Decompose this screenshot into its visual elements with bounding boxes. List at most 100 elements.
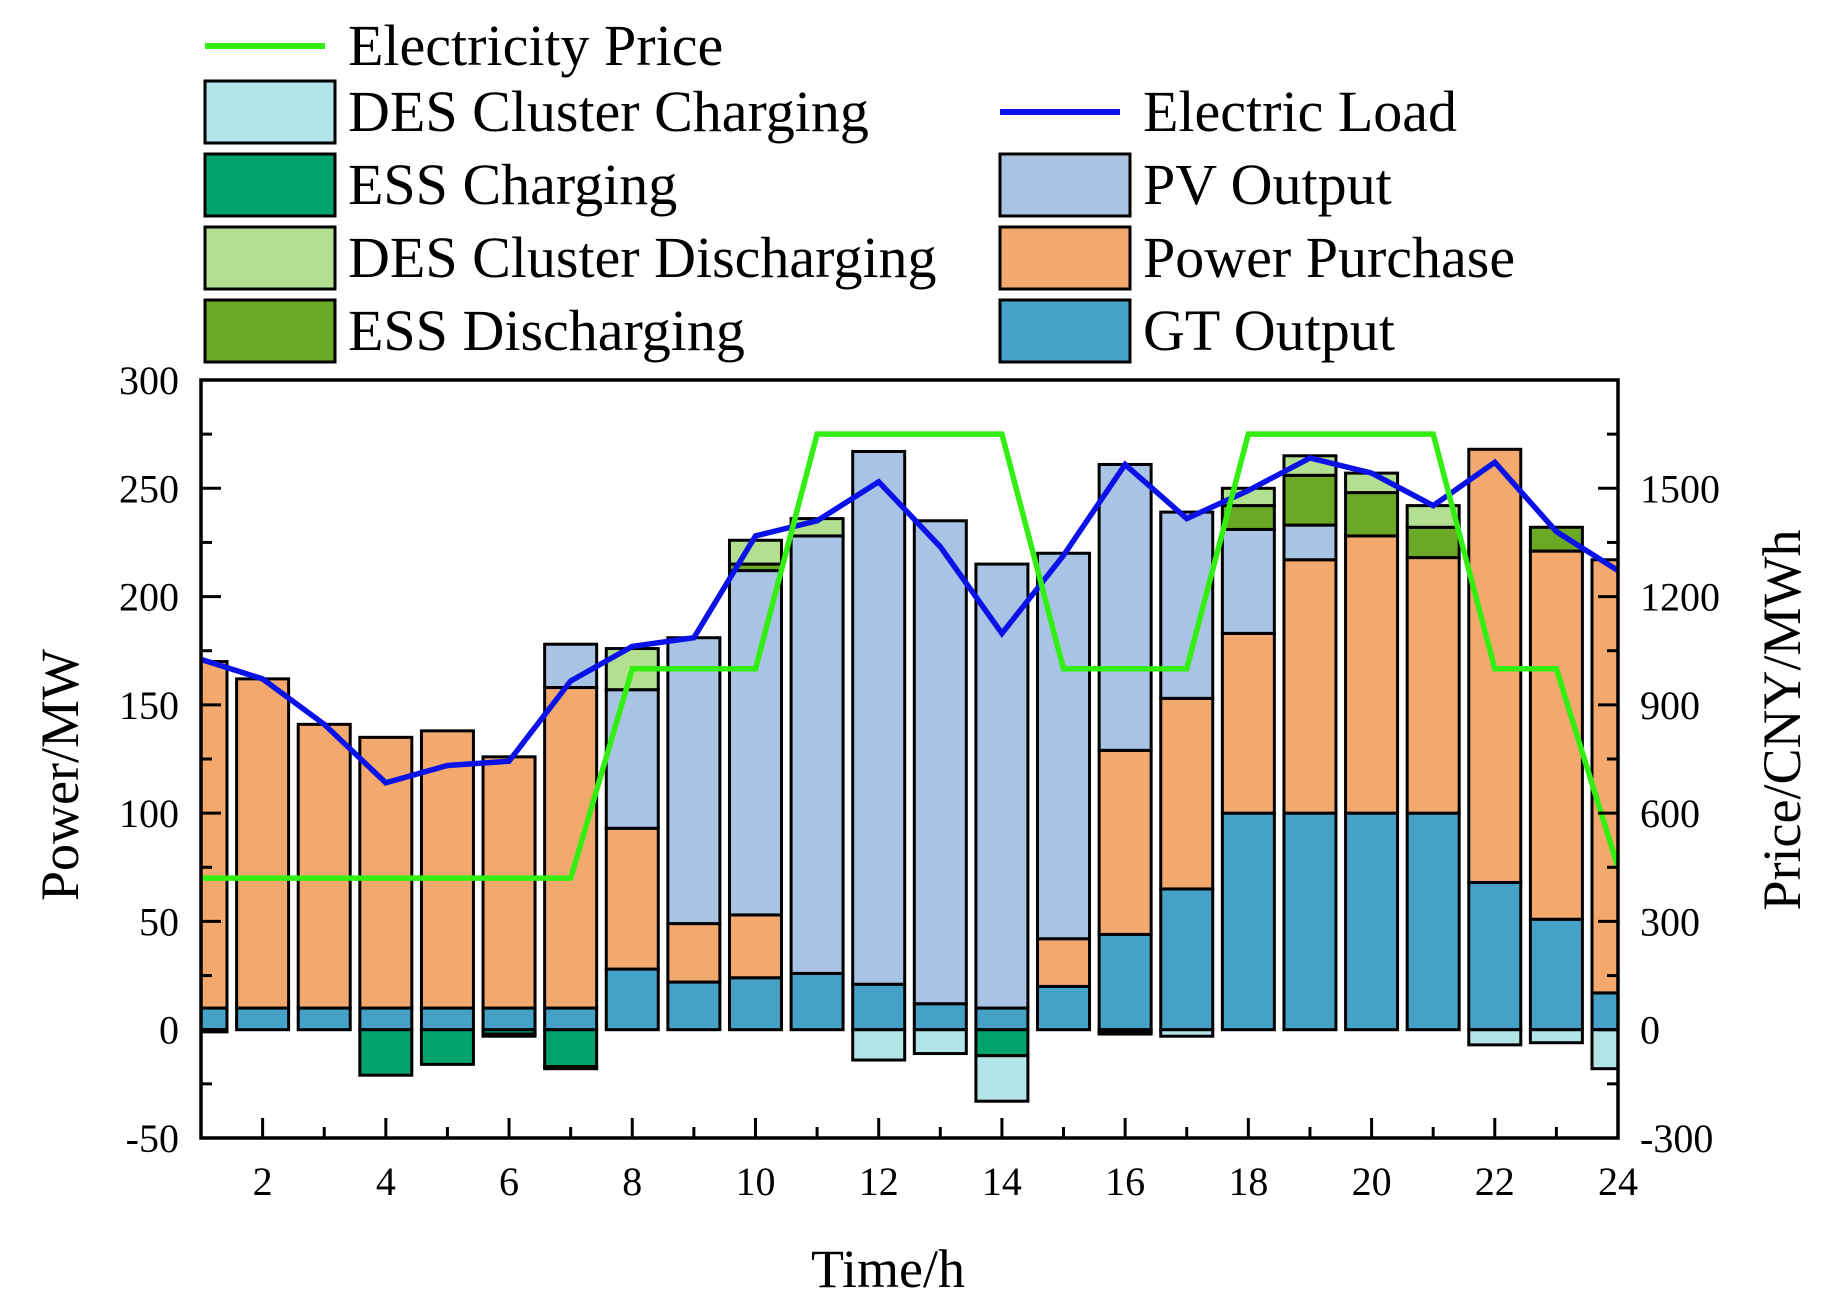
bar-power-purchase-19 bbox=[1282, 558, 1338, 815]
bar-power-purchase-8 bbox=[604, 826, 660, 971]
bar-gt-output-10 bbox=[727, 976, 783, 1032]
bar-power-purchase-7 bbox=[543, 686, 599, 1010]
legend-label-des-cluster-charging: DES Cluster Charging bbox=[348, 79, 869, 144]
bar-des-cluster-charging-22 bbox=[1467, 1028, 1523, 1047]
bar-power-purchase-16 bbox=[1097, 748, 1153, 936]
bar-des-cluster-charging-16 bbox=[1097, 1030, 1153, 1036]
bar-gt-output-19 bbox=[1282, 811, 1338, 1032]
y-tick-label-4: 150 bbox=[119, 683, 179, 728]
bar-power-purchase-23 bbox=[1528, 549, 1584, 921]
x-tick-label-24: 24 bbox=[1598, 1159, 1638, 1204]
bar-des-cluster-charging-14 bbox=[974, 1054, 1030, 1103]
x-tick-label-6: 6 bbox=[499, 1159, 519, 1204]
y2-tick-label-3: 600 bbox=[1640, 791, 1700, 836]
y-tick-label-1: 0 bbox=[159, 1008, 179, 1053]
legend-entry-pv-output: PV Output bbox=[998, 152, 1392, 218]
bar-pv-output-14 bbox=[974, 562, 1030, 1010]
bar-pv-output-18 bbox=[1220, 527, 1276, 635]
legend-swatch-des-cluster-discharging bbox=[203, 225, 337, 291]
x-tick-label-12: 12 bbox=[859, 1159, 899, 1204]
bar-power-purchase-5 bbox=[419, 729, 475, 1010]
legend-label-des-cluster-discharging: DES Cluster Discharging bbox=[348, 225, 937, 290]
bar-pv-output-16 bbox=[1097, 462, 1153, 752]
bar-des-cluster-charging-17 bbox=[1159, 1028, 1215, 1038]
bar-pv-output-13 bbox=[912, 519, 968, 1006]
y2-tick-label-5: 1200 bbox=[1640, 575, 1720, 620]
bar-des-cluster-charging-7 bbox=[543, 1065, 599, 1071]
legend-label-power-purchase: Power Purchase bbox=[1143, 225, 1515, 290]
y-tick-label-5: 200 bbox=[119, 575, 179, 620]
legend-swatch-power-purchase bbox=[998, 225, 1132, 291]
bar-power-purchase-21 bbox=[1405, 556, 1461, 815]
y-tick-label-0: -50 bbox=[126, 1116, 179, 1161]
bar-des-cluster-charging-13 bbox=[912, 1028, 968, 1056]
bar-gt-output-6 bbox=[481, 1006, 537, 1032]
x-tick-label-22: 22 bbox=[1475, 1159, 1515, 1204]
bar-pv-output-9 bbox=[666, 636, 722, 926]
bar-gt-output-21 bbox=[1405, 811, 1461, 1032]
bar-ess-charging-7 bbox=[543, 1028, 599, 1069]
bar-gt-output-22 bbox=[1467, 880, 1523, 1032]
bar-gt-output-5 bbox=[419, 1006, 475, 1032]
bar-pv-output-19 bbox=[1282, 523, 1338, 562]
legend-swatch-ess-charging bbox=[203, 152, 337, 218]
bar-gt-output-3 bbox=[296, 1006, 352, 1032]
bar-des-cluster-charging-23 bbox=[1528, 1028, 1584, 1045]
bar-ess-discharging-21 bbox=[1405, 525, 1461, 560]
x-tick-label-10: 10 bbox=[735, 1159, 775, 1204]
bar-gt-output-18 bbox=[1220, 811, 1276, 1032]
bar-power-purchase-20 bbox=[1344, 534, 1400, 815]
legend-swatch-gt-output bbox=[998, 298, 1132, 364]
legend-label-ess-charging: ESS Charging bbox=[348, 152, 677, 217]
legend-label-electric-load: Electric Load bbox=[1143, 79, 1457, 144]
bar-pv-output-15 bbox=[1036, 551, 1092, 941]
bar-gt-output-23 bbox=[1528, 917, 1584, 1032]
bar-power-purchase-9 bbox=[666, 922, 722, 984]
legend-swatch-ess-discharging bbox=[203, 298, 337, 364]
y2-tick-label-4: 900 bbox=[1640, 683, 1700, 728]
x-tick-label-18: 18 bbox=[1228, 1159, 1268, 1204]
bar-gt-output-13 bbox=[912, 1002, 968, 1032]
y-tick-label-2: 50 bbox=[139, 899, 179, 944]
bar-gt-output-2 bbox=[235, 1006, 291, 1032]
legend-swatch-des-cluster-charging bbox=[203, 79, 337, 145]
bar-gt-output-20 bbox=[1344, 811, 1400, 1032]
axes: 2 4 6 8 10 12 14 16 18 20 22 24-5005010015020025030… bbox=[119, 358, 1720, 1204]
bar-ess-discharging-20 bbox=[1344, 491, 1400, 538]
bar-gt-output-12 bbox=[851, 982, 907, 1032]
bar-gt-output-14 bbox=[974, 1006, 1030, 1032]
x-tick-label-14: 14 bbox=[982, 1159, 1022, 1204]
bar-power-purchase-1 bbox=[201, 660, 229, 1010]
legend-label-gt-output: GT Output bbox=[1143, 298, 1395, 363]
legend-entry-des-cluster-charging: DES Cluster Charging bbox=[203, 79, 869, 145]
y-tick-label-7: 300 bbox=[119, 358, 179, 403]
y2-tick-label-6: 1500 bbox=[1640, 466, 1720, 511]
bar-power-purchase-17 bbox=[1159, 696, 1215, 891]
line-electric-load bbox=[201, 455, 1618, 786]
y2-tick-label-2: 300 bbox=[1640, 899, 1700, 944]
bar-ess-charging-4 bbox=[358, 1028, 414, 1077]
bar-power-purchase-15 bbox=[1036, 937, 1092, 988]
legend-entry-electric-load: Electric Load bbox=[1000, 79, 1457, 144]
legend-entry-electricity-price: Electricity Price bbox=[205, 13, 723, 78]
x-tick-label-4: 4 bbox=[376, 1159, 396, 1204]
bar-des-cluster-charging-12 bbox=[851, 1028, 907, 1062]
bar-power-purchase-6 bbox=[481, 755, 537, 1010]
bar-ess-discharging-19 bbox=[1282, 473, 1338, 527]
y2-axis-title: Price/CNY/MWh bbox=[1752, 530, 1812, 911]
bar-ess-charging-5 bbox=[419, 1028, 475, 1066]
bar-des-cluster-discharging-10 bbox=[727, 538, 783, 566]
bar-gt-output-11 bbox=[789, 971, 845, 1032]
plot-area bbox=[201, 431, 1618, 1103]
x-tick-label-2: 2 bbox=[253, 1159, 273, 1204]
bar-pv-output-11 bbox=[789, 534, 845, 975]
line-electricity-price bbox=[201, 431, 1618, 881]
bar-gt-output-24 bbox=[1590, 991, 1618, 1032]
bar-power-purchase-10 bbox=[727, 913, 783, 980]
legend-label-pv-output: PV Output bbox=[1143, 152, 1392, 217]
bar-pv-output-12 bbox=[851, 449, 907, 986]
bar-power-purchase-3 bbox=[296, 722, 352, 1010]
bar-pv-output-8 bbox=[604, 688, 660, 830]
bar-gt-output-7 bbox=[543, 1006, 599, 1032]
